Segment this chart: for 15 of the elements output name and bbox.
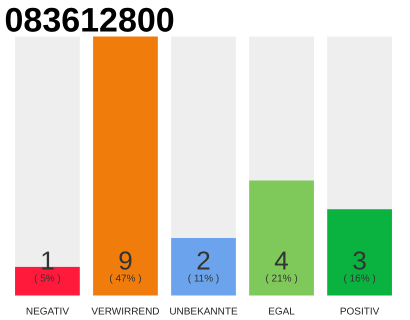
annotation: ( 47% ) (109, 274, 142, 284)
data-label: 9 (118, 246, 133, 276)
x-tick-label: VERWIRREND (91, 306, 160, 318)
x-tick-label: POSITIV (340, 306, 380, 318)
data-label: 3 (352, 246, 367, 276)
annotation: ( 5% ) (34, 274, 61, 284)
annotation: ( 21% ) (265, 274, 298, 284)
data-label: 4 (274, 246, 289, 276)
chart-title: 083612800 (4, 2, 175, 40)
x-tick-label: NEGATIV (26, 306, 70, 318)
annotation: ( 11% ) (188, 274, 220, 284)
x-tick-label: EGAL (268, 306, 296, 318)
annotation: ( 16% ) (343, 274, 376, 284)
data-label: 2 (196, 246, 211, 276)
x-tick-label: UNBEKANNTE (169, 306, 238, 318)
